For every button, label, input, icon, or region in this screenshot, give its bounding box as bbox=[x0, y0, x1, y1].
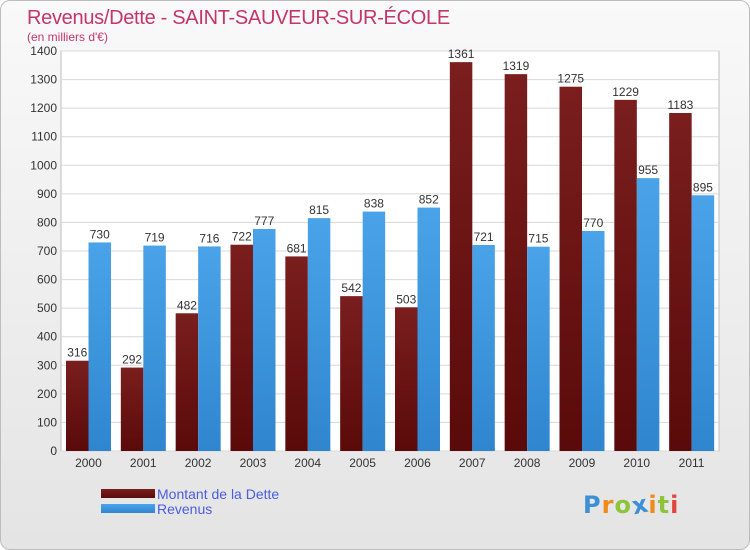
y-tick-label: 600 bbox=[37, 273, 57, 287]
bar-revenus bbox=[362, 211, 386, 451]
logo-letter: P bbox=[583, 491, 602, 519]
data-label: 719 bbox=[145, 231, 165, 245]
x-tick-label: 2002 bbox=[185, 456, 212, 470]
legend-swatch-revenus bbox=[101, 504, 155, 513]
logo-letter: o bbox=[614, 491, 632, 519]
y-tick-label: 1400 bbox=[30, 44, 57, 58]
y-tick-label: 300 bbox=[37, 358, 57, 372]
bar-revenus bbox=[143, 245, 166, 451]
bar-revenus bbox=[417, 207, 440, 451]
proxiti-logo: Proxiti bbox=[583, 490, 680, 521]
data-label: 777 bbox=[254, 214, 274, 228]
bar-dette bbox=[340, 296, 363, 451]
data-label: 715 bbox=[528, 232, 548, 246]
bar-revenus bbox=[88, 242, 111, 451]
chart-title: Revenus/Dette - SAINT-SAUVEUR-SUR-ÉCOLE bbox=[27, 7, 450, 29]
y-tick-label: 1300 bbox=[30, 73, 57, 87]
data-label: 316 bbox=[67, 346, 87, 360]
y-tick-label: 800 bbox=[37, 215, 57, 229]
legend-label-revenus: Revenus bbox=[157, 501, 213, 517]
bar-revenus bbox=[198, 246, 221, 451]
bar-revenus bbox=[307, 218, 331, 451]
bar-revenus bbox=[691, 195, 715, 451]
x-tick-label: 2009 bbox=[569, 456, 596, 470]
data-label: 503 bbox=[396, 292, 416, 306]
data-label: 1229 bbox=[612, 85, 639, 99]
x-tick-label: 2001 bbox=[130, 456, 157, 470]
data-label: 770 bbox=[583, 216, 603, 230]
bar-dette bbox=[175, 313, 199, 451]
data-label: 730 bbox=[90, 227, 110, 241]
x-tick-label: 2010 bbox=[623, 456, 650, 470]
x-tick-label: 2011 bbox=[679, 456, 705, 470]
data-label: 895 bbox=[693, 180, 713, 194]
x-tick-label: 2006 bbox=[404, 456, 431, 470]
data-label: 716 bbox=[199, 231, 219, 245]
y-tick-label: 1200 bbox=[30, 101, 57, 115]
chart-subtitle: (en milliers d'€) bbox=[27, 30, 108, 44]
data-label: 852 bbox=[419, 193, 439, 207]
x-tick-label: 2005 bbox=[349, 456, 376, 470]
data-label: 482 bbox=[177, 298, 197, 312]
logo-letter: r bbox=[601, 491, 615, 519]
data-label: 681 bbox=[287, 241, 307, 255]
bar-revenus bbox=[636, 178, 660, 451]
bar-dette bbox=[120, 367, 144, 451]
y-tick-label: 1000 bbox=[30, 158, 57, 172]
bar-dette bbox=[504, 74, 528, 452]
data-label: 292 bbox=[122, 353, 142, 367]
bar-dette bbox=[285, 256, 308, 451]
bar-dette bbox=[449, 62, 473, 452]
bar-revenus bbox=[582, 231, 605, 451]
y-tick-label: 900 bbox=[37, 187, 57, 201]
data-label: 838 bbox=[364, 197, 384, 211]
data-label: 1361 bbox=[448, 47, 475, 61]
bar-revenus bbox=[472, 245, 495, 451]
bar-dette bbox=[395, 307, 418, 451]
x-tick-label: 2008 bbox=[514, 456, 541, 470]
bar-dette bbox=[614, 99, 637, 451]
y-tick-label: 100 bbox=[37, 415, 57, 429]
data-label: 722 bbox=[232, 230, 252, 244]
x-tick-label: 2004 bbox=[294, 456, 321, 470]
y-tick-label: 1100 bbox=[31, 130, 57, 144]
x-tick-label: 2000 bbox=[75, 456, 102, 470]
data-label: 815 bbox=[309, 203, 329, 217]
y-tick-label: 700 bbox=[37, 244, 57, 258]
legend-swatch-dette bbox=[101, 489, 155, 498]
y-tick-label: 200 bbox=[37, 387, 57, 401]
x-tick-label: 2007 bbox=[459, 456, 486, 470]
data-label: 1183 bbox=[668, 98, 694, 112]
data-label: 542 bbox=[341, 281, 361, 295]
bar-revenus bbox=[527, 246, 550, 451]
data-label: 1275 bbox=[557, 72, 584, 86]
logo-letter: i bbox=[670, 491, 680, 519]
data-label: 721 bbox=[474, 230, 494, 244]
logo-letter: i bbox=[648, 491, 658, 519]
legend-label-dette: Montant de la Dette bbox=[157, 486, 280, 502]
y-tick-label: 500 bbox=[37, 301, 57, 315]
bar-revenus bbox=[253, 229, 276, 451]
bar-dette bbox=[230, 244, 253, 451]
bar-dette bbox=[669, 113, 692, 451]
bar-dette bbox=[559, 86, 582, 451]
bar-dette bbox=[66, 360, 89, 451]
y-tick-label: 400 bbox=[37, 330, 57, 344]
logo-letter: t bbox=[657, 491, 671, 519]
x-tick-label: 2003 bbox=[240, 456, 267, 470]
data-label: 1319 bbox=[503, 59, 530, 73]
data-label: 955 bbox=[638, 163, 658, 177]
y-tick-label: 0 bbox=[50, 444, 57, 458]
